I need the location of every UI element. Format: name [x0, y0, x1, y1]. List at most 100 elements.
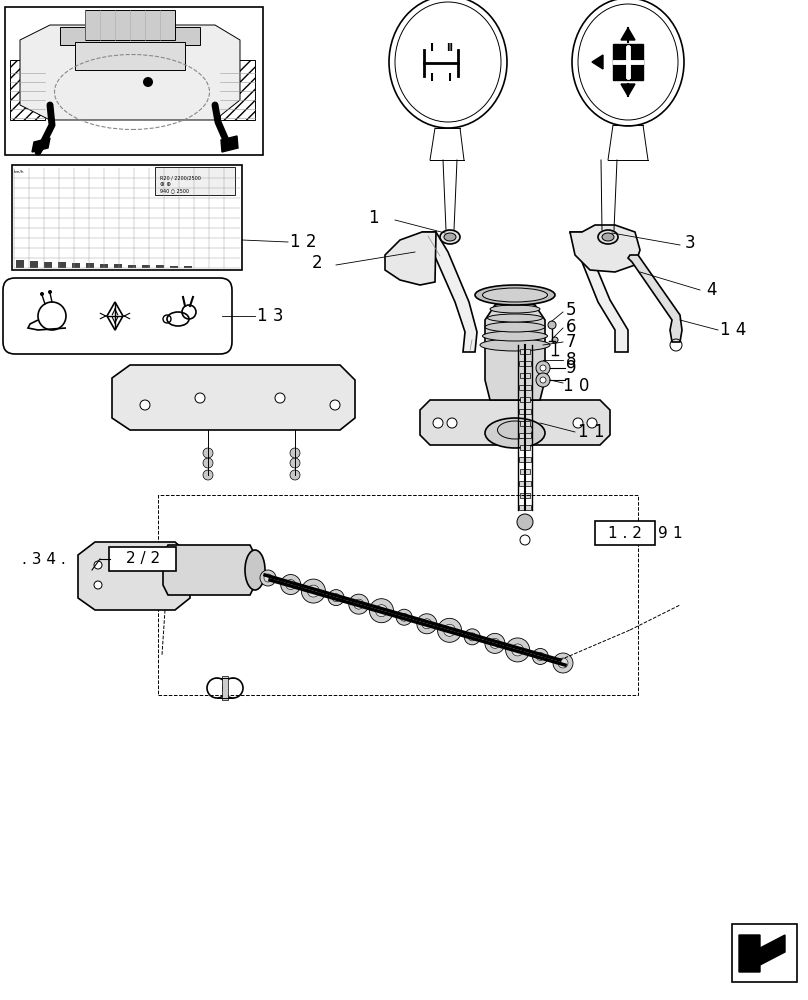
- Circle shape: [203, 448, 213, 458]
- Text: 2: 2: [312, 254, 322, 272]
- Circle shape: [349, 594, 368, 614]
- Bar: [519, 481, 531, 486]
- Text: 1 3: 1 3: [257, 307, 284, 325]
- Circle shape: [536, 361, 550, 375]
- Bar: [155, 167, 235, 195]
- Circle shape: [48, 290, 52, 294]
- FancyBboxPatch shape: [595, 521, 655, 545]
- Circle shape: [537, 652, 545, 660]
- Bar: [520, 493, 530, 498]
- Circle shape: [275, 393, 285, 403]
- Bar: [85, 10, 175, 40]
- Polygon shape: [420, 400, 610, 445]
- Text: 2 / 2: 2 / 2: [126, 552, 160, 566]
- Bar: [114, 264, 122, 268]
- Circle shape: [203, 470, 213, 480]
- Polygon shape: [570, 225, 640, 272]
- Polygon shape: [20, 25, 240, 120]
- Circle shape: [511, 644, 524, 656]
- Text: II: II: [447, 43, 453, 53]
- Ellipse shape: [485, 418, 545, 448]
- Circle shape: [438, 618, 461, 642]
- Circle shape: [280, 575, 301, 595]
- Bar: [72, 263, 80, 268]
- Bar: [184, 266, 192, 268]
- Circle shape: [166, 576, 174, 584]
- Circle shape: [553, 653, 573, 673]
- Bar: [100, 264, 108, 268]
- Bar: [75, 42, 185, 70]
- Bar: [142, 265, 150, 268]
- Bar: [5, 7, 263, 155]
- Bar: [613, 44, 643, 80]
- Circle shape: [354, 599, 364, 609]
- Text: I: I: [430, 43, 434, 53]
- Text: R20 / 2200/2500: R20 / 2200/2500: [160, 176, 201, 180]
- Text: km/h: km/h: [14, 170, 24, 174]
- Circle shape: [490, 638, 500, 648]
- Text: 9: 9: [566, 359, 576, 377]
- Text: 3: 3: [685, 234, 696, 252]
- Text: 1 2: 1 2: [290, 233, 317, 251]
- Polygon shape: [485, 300, 545, 400]
- Bar: [44, 262, 52, 268]
- Bar: [10, 60, 45, 120]
- Text: 1: 1: [672, 526, 682, 540]
- Circle shape: [330, 400, 340, 410]
- Polygon shape: [621, 84, 635, 96]
- Bar: [58, 262, 66, 268]
- Circle shape: [444, 624, 456, 636]
- Circle shape: [540, 377, 546, 383]
- Circle shape: [485, 633, 505, 653]
- Bar: [86, 263, 94, 268]
- Circle shape: [465, 629, 480, 645]
- Polygon shape: [422, 232, 477, 352]
- Ellipse shape: [498, 421, 532, 439]
- Circle shape: [332, 594, 340, 602]
- Bar: [519, 385, 531, 390]
- Bar: [156, 265, 164, 268]
- Bar: [519, 457, 531, 462]
- Circle shape: [94, 561, 102, 569]
- Bar: [625, 46, 631, 78]
- Polygon shape: [32, 138, 50, 152]
- Ellipse shape: [480, 339, 550, 351]
- Circle shape: [290, 458, 300, 468]
- Circle shape: [447, 418, 457, 428]
- Text: 1 0: 1 0: [563, 377, 589, 395]
- Polygon shape: [221, 136, 238, 152]
- Text: 940 ○ 2500: 940 ○ 2500: [160, 188, 189, 194]
- Text: 6: 6: [566, 318, 576, 336]
- Ellipse shape: [389, 0, 507, 128]
- Circle shape: [376, 605, 388, 617]
- Bar: [732, 924, 797, 982]
- Bar: [519, 505, 531, 510]
- Circle shape: [433, 418, 443, 428]
- Circle shape: [286, 580, 296, 590]
- Circle shape: [369, 599, 393, 623]
- Circle shape: [195, 393, 205, 403]
- Circle shape: [536, 373, 550, 387]
- Ellipse shape: [444, 233, 456, 241]
- Bar: [520, 421, 530, 426]
- Polygon shape: [592, 55, 603, 69]
- Bar: [128, 265, 136, 268]
- FancyBboxPatch shape: [3, 278, 232, 354]
- Ellipse shape: [245, 550, 265, 590]
- Circle shape: [573, 418, 583, 428]
- Text: 4: 4: [706, 281, 717, 299]
- Ellipse shape: [440, 230, 460, 244]
- Bar: [222, 676, 228, 700]
- Text: I: I: [448, 73, 452, 83]
- Bar: [60, 27, 200, 45]
- Bar: [30, 261, 38, 268]
- Bar: [519, 361, 531, 366]
- Text: 1: 1: [368, 209, 379, 227]
- Ellipse shape: [602, 233, 614, 241]
- Circle shape: [506, 638, 529, 662]
- Ellipse shape: [482, 288, 548, 302]
- Text: 7: 7: [566, 333, 576, 351]
- Bar: [520, 397, 530, 402]
- Circle shape: [400, 613, 408, 621]
- Bar: [158, 495, 638, 695]
